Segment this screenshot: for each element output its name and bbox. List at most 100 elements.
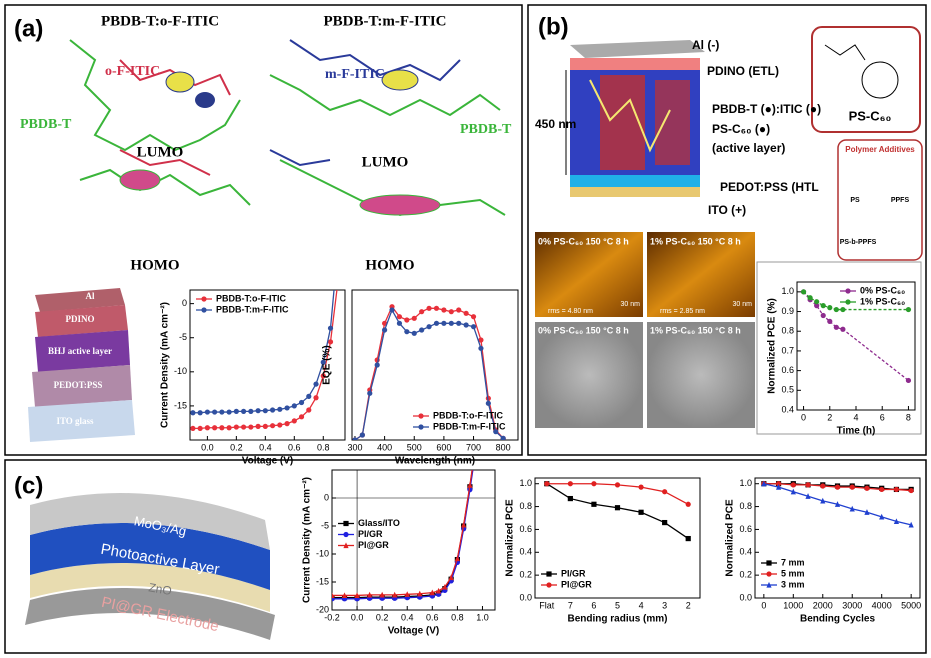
data-point — [262, 423, 268, 429]
data-point — [800, 289, 807, 295]
chart: 0.4 0.5 0.6 0.7 0.8 0.9 1.0 0 2 4 6 8 Time (h) Normal… — [767, 281, 916, 437]
data-point — [233, 408, 239, 414]
x-axis-label: Voltage (V) — [388, 626, 439, 637]
layer-label: PDINO — [66, 314, 95, 324]
data-point — [638, 509, 644, 515]
additive-label: PPFS — [891, 197, 910, 204]
data-point — [291, 403, 297, 409]
y-axis-label: EQE (%) — [322, 345, 333, 384]
y-tick-label: 0.4 — [519, 547, 532, 557]
x-tick-label: 1000 — [783, 600, 803, 610]
electrode-label: ITO (+) — [708, 203, 746, 217]
data-point — [790, 482, 796, 488]
data-point — [284, 405, 290, 411]
data-point — [893, 486, 900, 493]
data-point — [456, 307, 462, 313]
legend-marker — [766, 560, 772, 566]
legend-marker — [343, 531, 349, 538]
y-tick-label: -5 — [321, 520, 329, 530]
data-point — [219, 425, 225, 431]
layer-label: ZnO — [147, 580, 172, 598]
data-point — [478, 337, 484, 343]
series-line — [332, 470, 473, 597]
data-point — [470, 314, 477, 320]
y-axis-label: Current Density (mA cm⁻²) — [302, 477, 313, 603]
plot-frame — [534, 477, 701, 599]
data-point — [352, 437, 358, 440]
legend-marker — [766, 571, 772, 577]
y-axis-label: Current Density (mA cm⁻²) — [160, 302, 171, 428]
active-layer-label: (active layer) — [712, 141, 785, 155]
layer-label: BHJ active layer — [48, 346, 112, 356]
data-point — [190, 425, 196, 432]
data-point — [417, 590, 423, 597]
data-point — [448, 574, 454, 581]
data-point — [591, 501, 597, 507]
data-point — [426, 324, 432, 330]
legend-marker — [418, 413, 424, 419]
data-point — [814, 303, 820, 309]
data-point — [905, 377, 912, 384]
data-point — [433, 305, 440, 311]
data-point — [864, 509, 870, 515]
orbital-label: LUMO — [362, 154, 409, 170]
x-tick-label: 8 — [906, 412, 911, 422]
data-point — [807, 295, 813, 301]
legend-marker — [845, 299, 851, 305]
data-point — [849, 505, 855, 512]
series-group — [761, 480, 914, 528]
data-point — [467, 482, 473, 488]
series-group — [352, 304, 506, 440]
data-point — [461, 521, 467, 528]
x-tick-label: 4000 — [872, 600, 892, 610]
x-tick-label: 4 — [853, 412, 858, 422]
chart: 300 400 500 600 700 800 Wavelength (nm) EQE (%)… — [322, 289, 519, 467]
plot-frame — [331, 469, 496, 611]
y-tick-label: 0.9 — [781, 306, 794, 316]
data-point — [905, 306, 912, 313]
x-tick-label: 0.4 — [259, 442, 272, 452]
data-point — [269, 423, 276, 429]
legend-label: PI/GR — [358, 529, 383, 539]
x-axis-label: Time (h) — [837, 426, 876, 437]
series-group — [190, 290, 338, 432]
y-tick-label: 0.8 — [739, 501, 752, 511]
x-tick-label: 0.8 — [317, 442, 330, 452]
layer-label: Al — [86, 291, 95, 301]
data-point — [893, 518, 900, 525]
x-tick-label: 2 — [686, 600, 691, 610]
data-point — [435, 587, 442, 594]
molecule-images — [69, 39, 506, 217]
data-point — [404, 329, 410, 335]
legend-marker — [343, 542, 349, 549]
legend-marker — [546, 571, 552, 577]
x-axis-label: Wavelength (nm) — [395, 456, 475, 467]
rms-label: rms = 4.80 nm — [548, 308, 593, 315]
x-tick-label: 0.6 — [426, 612, 439, 622]
data-point — [879, 486, 885, 493]
data-point — [359, 432, 365, 438]
data-point — [396, 320, 403, 326]
y-tick-label: 0.4 — [739, 547, 752, 557]
thickness-label: 450 nm — [535, 117, 576, 131]
data-point — [379, 591, 385, 598]
x-tick-label: 700 — [466, 442, 481, 452]
data-point — [306, 393, 312, 399]
x-tick-label: 800 — [496, 442, 511, 452]
data-point — [404, 317, 410, 323]
data-point — [269, 407, 276, 413]
chart: -20 -15 -10 -5 0 -0.2 0.0 0.2 0.4 0.6 0.8 1.0 Voltag… — [302, 469, 496, 637]
x-axis-label: Bending radius (mm) — [567, 614, 667, 625]
legend-label: 3 mm — [781, 579, 805, 589]
legend-label: PBDB-T:o-F-ITIC — [216, 293, 286, 303]
legend-marker — [845, 288, 851, 294]
data-point — [448, 320, 454, 326]
image-label: 0% PS-C₆₀ 150 °C 8 h — [538, 236, 629, 246]
chart-frame — [756, 261, 922, 435]
data-point — [454, 555, 460, 562]
data-point — [374, 362, 380, 368]
data-point — [277, 406, 283, 412]
y-tick-label: -15 — [316, 576, 329, 586]
rms-label: rms = 2.85 nm — [660, 308, 705, 315]
data-point — [814, 299, 820, 305]
